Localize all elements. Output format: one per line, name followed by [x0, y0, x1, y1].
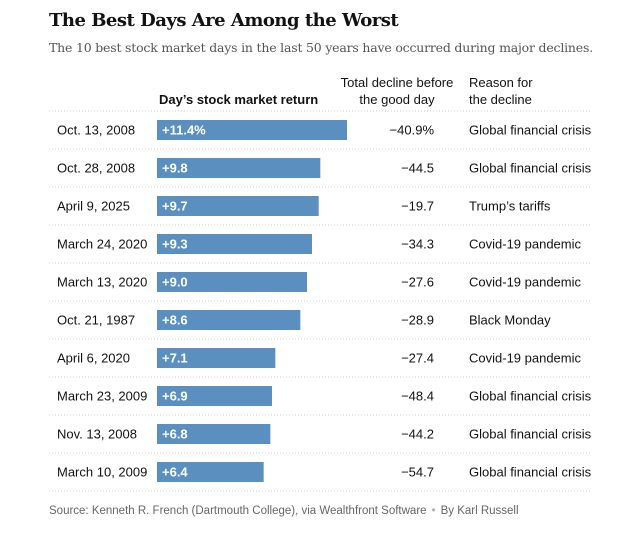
decline-value: −44.2: [401, 427, 434, 442]
chart-title: The Best Days Are Among the Worst: [49, 10, 399, 31]
column-header-decline-line1: Total decline before: [340, 75, 454, 90]
bar: [157, 196, 319, 216]
decline-value: −34.3: [401, 237, 434, 252]
reason-label: Global financial crisis: [469, 123, 592, 138]
chart-subtitle: The 10 best stock market days in the las…: [49, 40, 593, 55]
reason-label: Black Monday: [469, 313, 551, 328]
date-label: Oct. 13, 2008: [57, 123, 135, 138]
bar-value-label: +11.4%: [162, 123, 206, 138]
decline-value: −40.9%: [390, 123, 435, 138]
decline-value: −48.4: [401, 389, 434, 404]
bar-value-label: +9.7: [162, 199, 188, 214]
separator-dot: •: [431, 505, 436, 517]
reason-label: Global financial crisis: [469, 465, 592, 480]
reason-label: Trump’s tariffs: [469, 199, 551, 214]
decline-value: −27.6: [401, 275, 434, 290]
decline-value: −54.7: [401, 465, 434, 480]
source-text: Source: Kenneth R. French (Dartmouth Col…: [49, 505, 427, 517]
reason-label: Covid-19 pandemic: [469, 237, 582, 252]
byline: By Karl Russell: [440, 505, 519, 517]
bar: [157, 462, 264, 482]
bar: [157, 348, 276, 368]
decline-value: −19.7: [401, 199, 434, 214]
bar: [157, 386, 272, 406]
bar-value-label: +6.4: [162, 465, 188, 480]
date-label: March 24, 2020: [57, 237, 147, 252]
bar: [157, 120, 347, 140]
bar: [157, 424, 271, 444]
date-label: April 9, 2025: [57, 199, 130, 214]
decline-value: −28.9: [401, 313, 434, 328]
reason-label: Global financial crisis: [469, 427, 592, 442]
source-note: Source: Kenneth R. French (Dartmouth Col…: [49, 505, 519, 517]
bar-value-label: +7.1: [162, 351, 188, 366]
decline-value: −27.4: [401, 351, 434, 366]
date-label: Nov. 13, 2008: [57, 427, 137, 442]
date-label: March 10, 2009: [57, 465, 147, 480]
bar: [157, 310, 301, 330]
column-header-decline-line2: the good day: [359, 92, 435, 107]
reason-label: Covid-19 pandemic: [469, 275, 582, 290]
bar-value-label: +8.6: [162, 313, 188, 328]
bar-value-label: +9.3: [162, 237, 188, 252]
date-label: March 23, 2009: [57, 389, 147, 404]
date-label: April 6, 2020: [57, 351, 130, 366]
bar-value-label: +6.9: [162, 389, 188, 404]
bar: [157, 272, 307, 292]
column-header-reason-line2: the decline: [469, 92, 532, 107]
column-header-reason: Reason for the decline: [469, 74, 533, 108]
reason-label: Global financial crisis: [469, 389, 592, 404]
reason-label: Covid-19 pandemic: [469, 351, 582, 366]
date-label: Oct. 28, 2008: [57, 161, 135, 176]
date-label: March 13, 2020: [57, 275, 147, 290]
reason-label: Global financial crisis: [469, 161, 592, 176]
decline-value: −44.5: [401, 161, 434, 176]
bar-value-label: +9.8: [162, 161, 188, 176]
bar: [157, 234, 312, 254]
bar: [157, 158, 321, 178]
column-header-reason-line1: Reason for: [469, 75, 533, 90]
bar-value-label: +9.0: [162, 275, 188, 290]
column-header-return: Day’s stock market return: [159, 92, 319, 107]
column-header-decline: Total decline before the good day: [332, 74, 462, 108]
date-label: Oct. 21, 1987: [57, 313, 135, 328]
bar-value-label: +6.8: [162, 427, 188, 442]
